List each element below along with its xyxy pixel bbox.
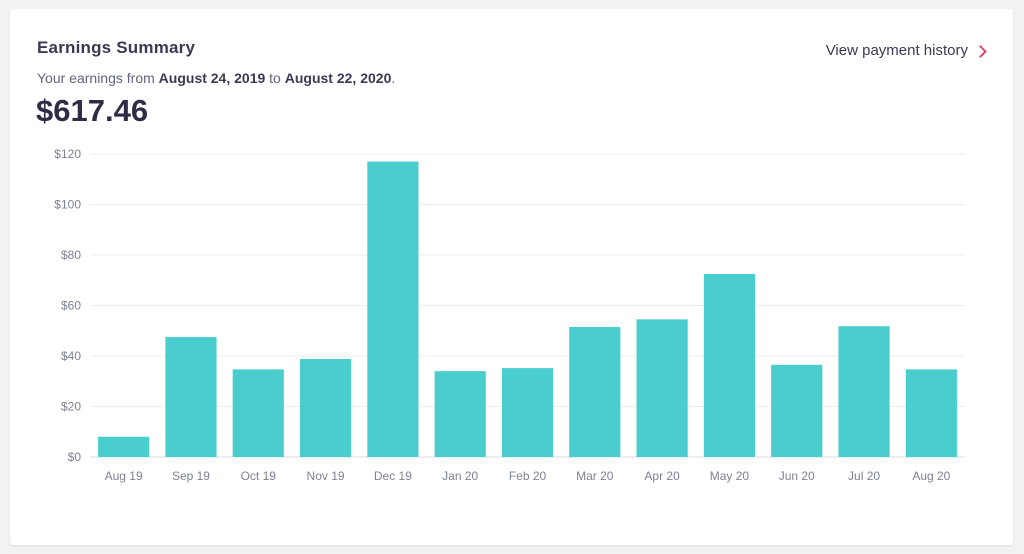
x-tick-label: May 20 — [710, 469, 750, 483]
bar-jan-20[interactable] — [434, 371, 486, 457]
bar-jul-20[interactable] — [838, 326, 890, 457]
y-tick-label: $0 — [68, 450, 82, 464]
x-tick-label: Mar 20 — [576, 469, 614, 483]
bar-may-20[interactable] — [703, 273, 755, 457]
x-tick-label: Sep 19 — [172, 469, 210, 483]
bar-mar-20[interactable] — [569, 326, 621, 457]
view-payment-history-link[interactable]: View payment history — [825, 42, 987, 59]
card-title: Earnings Summary — [37, 38, 196, 57]
view-payment-history-label: View payment history — [825, 42, 968, 59]
total-earnings: $617.46 — [36, 93, 149, 128]
subtitle-suffix: . — [391, 70, 396, 86]
bar-oct-19[interactable] — [232, 369, 284, 457]
bar-dec-19[interactable] — [367, 161, 419, 457]
end-date: August 22, 2020 — [284, 70, 392, 86]
bar-feb-20[interactable] — [501, 368, 554, 457]
bar-aug-20[interactable] — [905, 369, 957, 457]
y-tick-label: $60 — [61, 299, 81, 313]
x-tick-label: Jan 20 — [442, 469, 478, 483]
y-tick-label: $100 — [54, 198, 81, 212]
x-tick-label: Aug 19 — [105, 469, 143, 483]
subtitle-prefix: Your earnings from — [37, 70, 159, 86]
x-tick-label: Oct 19 — [241, 469, 277, 483]
y-tick-label: $80 — [61, 248, 81, 262]
bar-aug-19[interactable] — [98, 436, 150, 457]
x-tick-label: Feb 20 — [509, 469, 547, 483]
x-tick-label: Nov 19 — [307, 469, 345, 483]
subtitle-mid: to — [265, 70, 285, 86]
earnings-period: Your earnings from August 24, 2019 to Au… — [37, 70, 395, 86]
x-tick-label: Jul 20 — [848, 469, 880, 483]
bar-jun-20[interactable] — [771, 364, 823, 457]
start-date: August 24, 2019 — [158, 70, 266, 86]
earnings-bar-chart: $0 $20 $40 $60 $80 $100 $120 Aug 19 Sep 19 Oct 19… — [54, 147, 965, 483]
x-tick-label: Apr 20 — [644, 469, 680, 483]
y-tick-label: $20 — [61, 400, 81, 414]
x-tick-label: Jun 20 — [779, 469, 815, 483]
x-tick-label: Aug 20 — [912, 469, 950, 483]
bar-sep-19[interactable] — [165, 337, 217, 457]
bar-apr-20[interactable] — [636, 319, 688, 457]
x-tick-label: Dec 19 — [374, 469, 412, 483]
y-tick-label: $120 — [54, 147, 81, 161]
bar-nov-19[interactable] — [300, 359, 352, 457]
y-tick-label: $40 — [61, 349, 81, 363]
earnings-summary-card: Earnings Summary View payment history Yo… — [10, 9, 1013, 545]
